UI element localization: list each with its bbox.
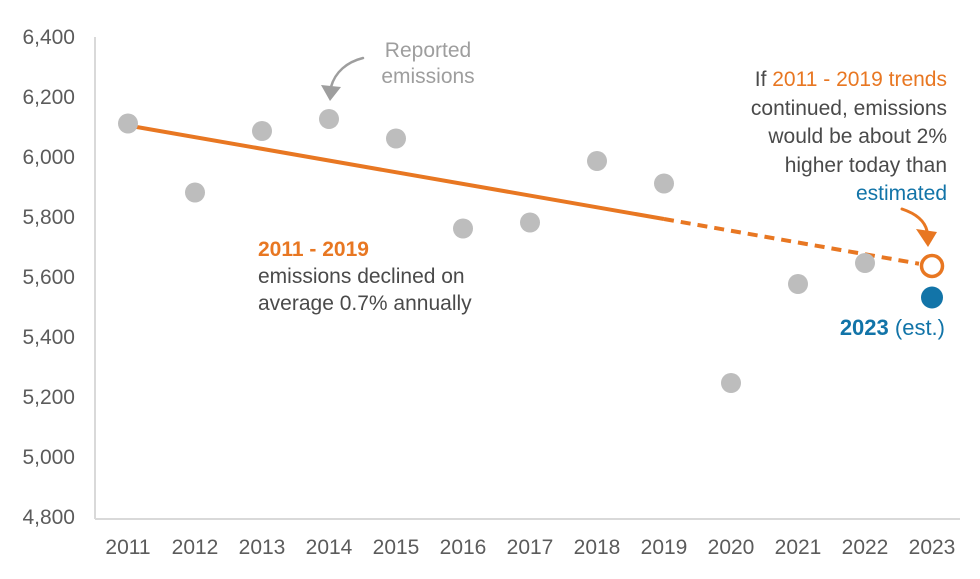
reported-annotation-arrow	[321, 56, 365, 101]
projection-note: If 2011 - 2019 trends continued, emissio…	[751, 66, 947, 209]
y-tick-6200: 6,200	[22, 86, 75, 109]
projection-line4: higher today than	[784, 153, 947, 177]
y-tick-5200: 5,200	[22, 386, 75, 409]
y-tick-6000: 6,000	[22, 146, 75, 169]
x-tick-2011: 2011	[105, 536, 151, 559]
y-tick-5600: 5,600	[22, 266, 75, 289]
reported-label-line1: Reported	[384, 39, 472, 62]
reported-emissions-label: Reported emissions	[352, 38, 504, 90]
trend-note-line3: average 0.7% annually	[258, 292, 472, 315]
x-tick-2015: 2015	[372, 536, 420, 559]
reported-label-line2: emissions	[381, 65, 475, 88]
data-point-2014	[319, 109, 339, 129]
trend-note-title: 2011 - 2019	[258, 238, 369, 261]
data-point-2013	[252, 121, 272, 141]
trend-line-dashed	[663, 217, 920, 266]
x-tick-2018: 2018	[573, 536, 621, 559]
data-point-2016	[453, 218, 473, 239]
x-tick-2023: 2023	[908, 536, 956, 559]
projection-trends-text: 2011 - 2019 trends	[772, 68, 947, 91]
data-point-2022	[855, 253, 875, 273]
x-tick-2019: 2019	[640, 536, 688, 559]
data-point-2021	[788, 274, 808, 294]
x-tick-2012: 2012	[171, 536, 219, 559]
projection-if-prefix: If	[754, 68, 773, 91]
trend-projection-point-2023	[919, 253, 945, 279]
data-point-2017	[520, 212, 540, 233]
projection-line1: If 2011 - 2019 trends	[751, 66, 947, 95]
y-tick-5400: 5,400	[22, 326, 75, 349]
data-point-2019	[654, 173, 674, 194]
data-point-2018	[587, 151, 607, 171]
estimate-suffix: (est.)	[888, 315, 945, 340]
estimated-annotation-arrow	[900, 207, 937, 247]
projection-estimated-text: estimated	[855, 182, 947, 205]
x-tick-2020: 2020	[707, 536, 755, 559]
projection-line3: would be about 2%	[768, 125, 947, 148]
data-point-2015	[386, 128, 406, 149]
trend-line-solid	[130, 124, 665, 221]
x-tick-2017: 2017	[506, 536, 554, 559]
y-tick-5800: 5,800	[22, 206, 75, 229]
y-tick-4800: 4,800	[22, 506, 75, 529]
data-point-2012	[185, 182, 205, 203]
trend-note-line2: emissions declined on	[258, 265, 465, 288]
trend-line	[130, 124, 920, 266]
y-tick-5000: 5,000	[22, 446, 75, 469]
x-tick-2016: 2016	[439, 536, 487, 559]
x-tick-2013: 2013	[238, 536, 286, 559]
data-point-2020	[721, 373, 741, 393]
data-points	[118, 109, 945, 393]
projection-line2: continued, emissions	[750, 96, 947, 120]
estimate-year: 2023	[839, 315, 889, 340]
estimate-point-2023	[921, 286, 943, 309]
estimate-2023-label: 2023 (est.)	[840, 315, 945, 341]
trend-decline-note: 2011 - 2019 emissions declined on averag…	[258, 236, 472, 317]
x-tick-2014: 2014	[305, 536, 353, 559]
x-tick-2022: 2022	[841, 536, 889, 559]
x-tick-2021: 2021	[774, 536, 822, 559]
data-point-2011	[118, 113, 138, 134]
y-tick-6400: 6,400	[22, 26, 75, 49]
